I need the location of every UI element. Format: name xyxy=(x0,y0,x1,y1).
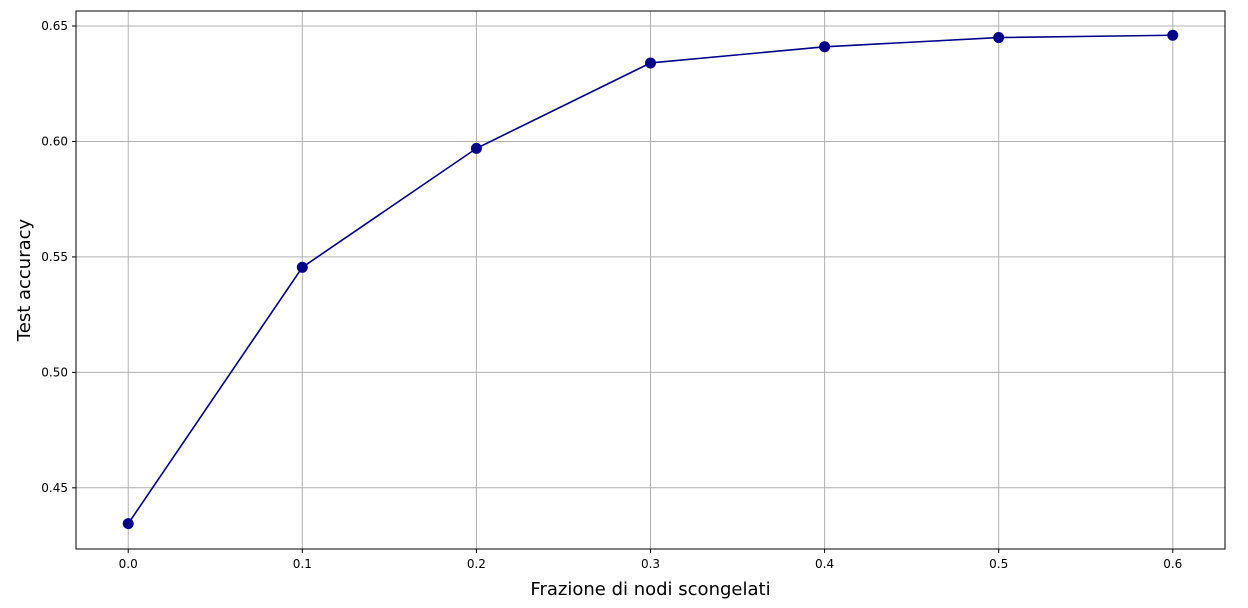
y-axis-label: Test accuracy xyxy=(14,218,35,342)
data-point xyxy=(1167,29,1179,41)
x-tick-label: 0.5 xyxy=(989,557,1008,571)
y-tick-label: 0.45 xyxy=(41,481,68,495)
series xyxy=(122,29,1179,530)
grid xyxy=(76,11,1225,549)
x-tick-label: 0.4 xyxy=(815,557,834,571)
data-point xyxy=(122,518,134,530)
ticks: 0.0 0.1 0.2 0.3 0.4 0.5 0.6 0.45 0.50 0.55 0.60 0.6… xyxy=(41,19,1182,571)
x-tick-label: 0.0 xyxy=(119,557,138,571)
y-tick-label: 0.60 xyxy=(41,134,68,148)
data-point xyxy=(819,41,831,53)
x-tick-label: 0.3 xyxy=(641,557,660,571)
y-tick-label: 0.55 xyxy=(41,250,68,264)
x-tick-label: 0.2 xyxy=(467,557,486,571)
x-tick-label: 0.1 xyxy=(293,557,312,571)
data-point xyxy=(470,142,482,154)
y-tick-label: 0.50 xyxy=(41,365,68,379)
x-tick-label: 0.6 xyxy=(1163,557,1182,571)
y-tick-label: 0.65 xyxy=(41,19,68,33)
data-point xyxy=(993,32,1005,44)
x-axis-label: Frazione di nodi scongelati xyxy=(530,579,770,600)
data-point xyxy=(296,261,308,273)
data-point xyxy=(645,57,656,69)
